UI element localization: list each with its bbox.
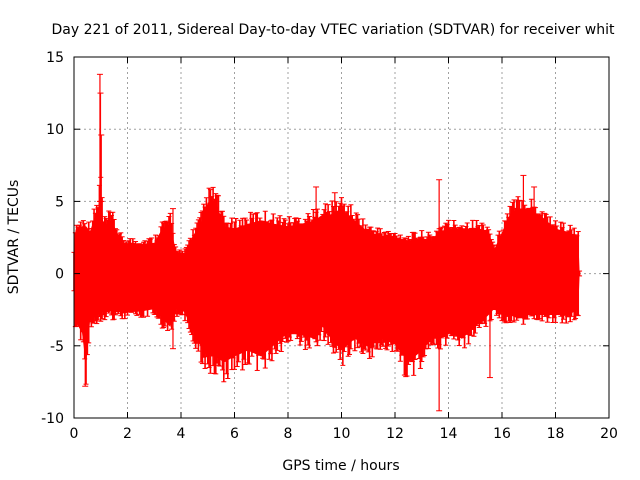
y-tick-label: 15: [46, 50, 64, 66]
x-tick-label: 6: [230, 426, 239, 442]
error-bar-series: [71, 73, 583, 412]
x-tick-label: 20: [600, 426, 618, 442]
x-tick-label: 0: [70, 426, 79, 442]
axis-ticks: 0 2 4 6 8 10 12 14 16 18 20 -10 -5 0 5 10 15: [41, 50, 618, 442]
y-tick-label: -10: [41, 411, 64, 427]
x-tick-label: 16: [493, 426, 511, 442]
x-tick-label: 12: [386, 426, 404, 442]
x-tick-label: 10: [333, 426, 351, 442]
y-tick-label: 10: [46, 122, 64, 138]
x-tick-label: 8: [284, 426, 293, 442]
x-tick-label: 2: [123, 426, 132, 442]
chart-title: Day 221 of 2011, Sidereal Day-to-day VTE…: [52, 22, 615, 38]
y-tick-label: 0: [55, 267, 64, 283]
y-tick-label: 5: [55, 194, 64, 210]
x-tick-label: 4: [177, 426, 186, 442]
x-tick-label: 18: [547, 426, 565, 442]
x-tick-label: 14: [440, 426, 458, 442]
error-band-fill: [74, 184, 580, 364]
y-axis-label: SDTVAR / TECUs: [6, 180, 22, 295]
x-axis-label: GPS time / hours: [282, 458, 399, 474]
y-tick-label: -5: [50, 339, 64, 355]
